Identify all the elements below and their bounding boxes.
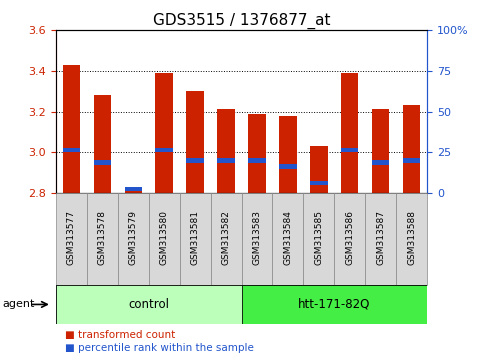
Bar xyxy=(86,193,117,285)
Bar xyxy=(180,193,211,285)
Bar xyxy=(94,160,111,165)
Bar xyxy=(217,109,235,193)
Bar xyxy=(186,158,203,162)
Bar xyxy=(280,164,297,169)
Bar xyxy=(62,65,80,193)
Bar xyxy=(403,105,421,193)
Bar xyxy=(156,73,172,193)
Bar xyxy=(248,158,266,162)
Text: GSM313577: GSM313577 xyxy=(67,210,75,264)
Text: ■ percentile rank within the sample: ■ percentile rank within the sample xyxy=(65,343,254,353)
Text: GSM313581: GSM313581 xyxy=(190,210,199,264)
Bar xyxy=(217,158,235,162)
Bar xyxy=(372,109,389,193)
Text: GSM313583: GSM313583 xyxy=(253,210,261,264)
Bar xyxy=(211,193,242,285)
Text: GSM313579: GSM313579 xyxy=(128,210,138,264)
Bar xyxy=(341,73,358,193)
Bar xyxy=(94,95,111,193)
Bar xyxy=(334,193,366,285)
Bar xyxy=(62,148,80,153)
Text: control: control xyxy=(128,298,169,311)
Bar xyxy=(366,193,397,285)
Title: GDS3515 / 1376877_at: GDS3515 / 1376877_at xyxy=(153,12,330,29)
Text: GSM313585: GSM313585 xyxy=(314,210,324,264)
Bar xyxy=(242,285,427,324)
Text: agent: agent xyxy=(2,299,35,309)
Bar xyxy=(372,160,389,165)
Bar xyxy=(272,193,303,285)
Text: GSM313580: GSM313580 xyxy=(159,210,169,264)
Bar xyxy=(280,116,297,193)
Bar xyxy=(311,146,327,193)
Bar xyxy=(403,158,421,162)
Text: ■ transformed count: ■ transformed count xyxy=(65,330,175,339)
Bar xyxy=(311,181,327,185)
Text: GSM313588: GSM313588 xyxy=(408,210,416,264)
Text: GSM313584: GSM313584 xyxy=(284,210,293,264)
Bar xyxy=(117,193,149,285)
Bar xyxy=(56,193,86,285)
Bar xyxy=(248,114,266,193)
Text: GSM313586: GSM313586 xyxy=(345,210,355,264)
Bar xyxy=(149,193,180,285)
Bar xyxy=(397,193,427,285)
Text: GSM313578: GSM313578 xyxy=(98,210,107,264)
Bar xyxy=(56,285,242,324)
Bar xyxy=(242,193,272,285)
Text: htt-171-82Q: htt-171-82Q xyxy=(298,298,370,311)
Bar xyxy=(303,193,334,285)
Bar xyxy=(341,148,358,153)
Text: GSM313587: GSM313587 xyxy=(376,210,385,264)
Bar xyxy=(156,148,172,153)
Text: GSM313582: GSM313582 xyxy=(222,210,230,264)
Bar xyxy=(186,91,203,193)
Bar xyxy=(125,187,142,191)
Bar xyxy=(125,189,142,193)
